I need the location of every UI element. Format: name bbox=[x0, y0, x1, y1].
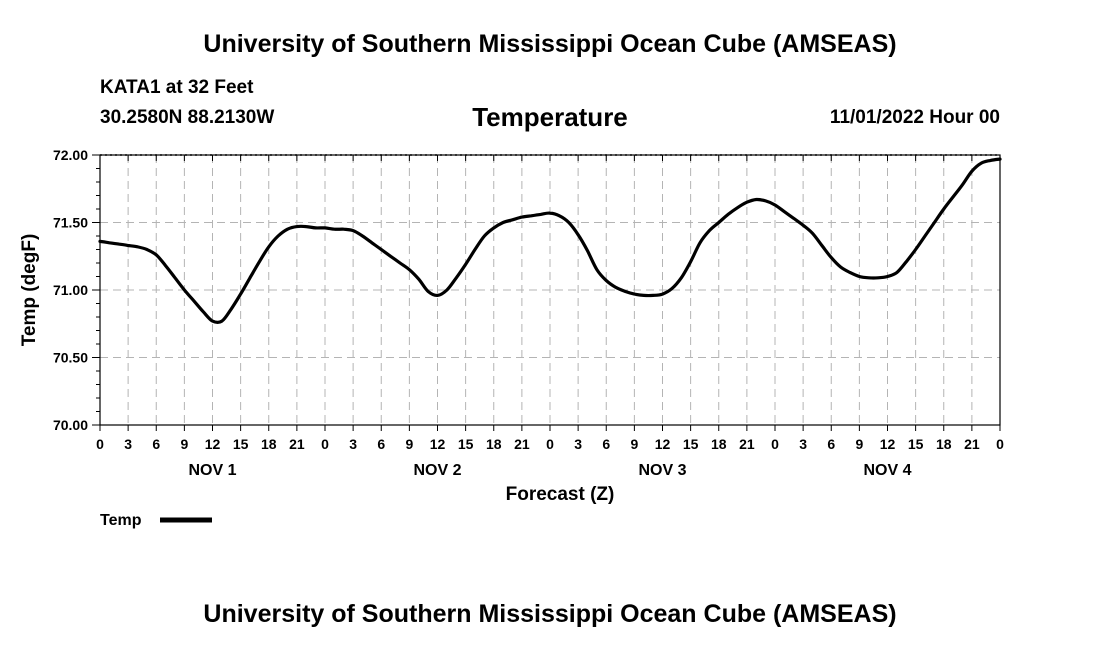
legend-label: Temp bbox=[100, 512, 142, 529]
x-tick-label: 9 bbox=[405, 436, 413, 452]
x-tick-label: 6 bbox=[152, 436, 160, 452]
x-tick-label: 21 bbox=[739, 436, 755, 452]
x-tick-label: 21 bbox=[289, 436, 305, 452]
x-tick-label: 15 bbox=[908, 436, 924, 452]
x-tick-label: 18 bbox=[486, 436, 502, 452]
x-axis-label: Forecast (Z) bbox=[506, 484, 615, 505]
x-tick-label: 3 bbox=[574, 436, 582, 452]
x-tick-label: 0 bbox=[771, 436, 779, 452]
x-tick-label: 0 bbox=[546, 436, 554, 452]
x-tick-label: 18 bbox=[711, 436, 727, 452]
x-tick-label: 6 bbox=[602, 436, 610, 452]
x-tick-label: 12 bbox=[655, 436, 671, 452]
y-tick-label: 71.00 bbox=[53, 282, 88, 298]
day-label: NOV 4 bbox=[863, 462, 911, 479]
x-tick-label: 0 bbox=[321, 436, 329, 452]
day-label: NOV 2 bbox=[413, 462, 461, 479]
chart-title: Temperature bbox=[472, 102, 628, 132]
x-tick-label: 12 bbox=[880, 436, 896, 452]
grid bbox=[100, 155, 1000, 425]
x-tick-label: 0 bbox=[96, 436, 104, 452]
y-tick-label: 70.00 bbox=[53, 417, 88, 433]
x-tick-label: 12 bbox=[430, 436, 446, 452]
x-tick-label: 21 bbox=[514, 436, 530, 452]
legend: Temp bbox=[100, 512, 212, 529]
x-ticks: 0 3 6 9 12 15 18 21 0 3 6 9 12 15 18 21 0 3 6 9 12 15 18 21 0 3 6 9… bbox=[96, 155, 1004, 452]
day-label: NOV 1 bbox=[188, 462, 236, 479]
chart-main-title: University of Southern Mississippi Ocean… bbox=[203, 30, 897, 58]
x-tick-label: 3 bbox=[349, 436, 357, 452]
x-tick-label: 3 bbox=[799, 436, 807, 452]
forecast-datetime: 11/01/2022 Hour 00 bbox=[829, 107, 1000, 128]
x-tick-label: 6 bbox=[827, 436, 835, 452]
station-label: KATA1 at 32 Feet bbox=[100, 77, 254, 98]
day-label: NOV 3 bbox=[638, 462, 686, 479]
x-tick-label: 21 bbox=[964, 436, 980, 452]
temp-series-line bbox=[98, 157, 1002, 325]
coordinates-label: 30.2580N 88.2130W bbox=[100, 107, 275, 128]
x-tick-label: 9 bbox=[630, 436, 638, 452]
x-tick-label: 15 bbox=[458, 436, 474, 452]
chart-footer-title: University of Southern Mississippi Ocean… bbox=[203, 600, 897, 628]
y-ticks: 70.00 70.50 71.00 71.50 72.00 bbox=[53, 147, 100, 433]
x-tick-label: 12 bbox=[205, 436, 221, 452]
x-tick-label: 15 bbox=[233, 436, 249, 452]
y-tick-label: 70.50 bbox=[53, 350, 88, 366]
x-tick-label: 18 bbox=[936, 436, 952, 452]
day-labels: NOV 1 NOV 2 NOV 3 NOV 4 bbox=[188, 462, 911, 479]
x-tick-label: 15 bbox=[683, 436, 699, 452]
x-tick-label: 6 bbox=[377, 436, 385, 452]
x-tick-label: 3 bbox=[124, 436, 132, 452]
y-axis-label: Temp (degF) bbox=[19, 234, 40, 347]
y-tick-label: 71.50 bbox=[53, 215, 88, 231]
series bbox=[98, 157, 1002, 325]
x-tick-label: 0 bbox=[996, 436, 1004, 452]
y-tick-label: 72.00 bbox=[53, 147, 88, 163]
x-tick-label: 9 bbox=[855, 436, 863, 452]
x-tick-label: 9 bbox=[180, 436, 188, 452]
x-tick-label: 18 bbox=[261, 436, 277, 452]
